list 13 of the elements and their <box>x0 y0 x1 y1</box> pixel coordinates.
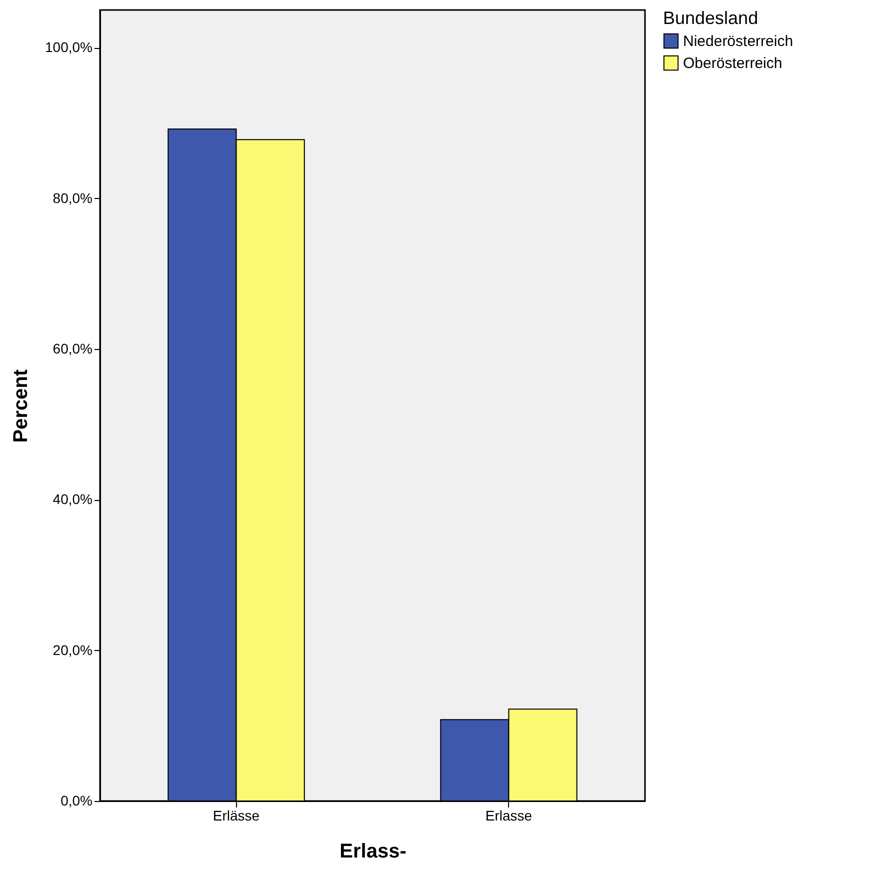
y-tick-label: 0,0% <box>60 792 92 808</box>
legend-label: Oberösterreich <box>683 55 782 72</box>
legend-title: Bundesland <box>663 8 758 28</box>
x-tick-label: Erlasse <box>485 808 532 824</box>
y-tick-label: 80,0% <box>52 190 92 206</box>
x-axis-title: Erlass- <box>340 840 406 862</box>
y-tick-label: 20,0% <box>52 642 92 658</box>
y-axis-title: Percent <box>10 368 32 443</box>
x-tick-label: Erlässe <box>212 808 260 824</box>
y-tick-label: 60,0% <box>52 340 92 356</box>
y-tick-label: 40,0% <box>52 491 92 508</box>
y-tick-label: 100,0% <box>45 39 92 56</box>
legend-label: Niederösterreich <box>683 33 794 50</box>
